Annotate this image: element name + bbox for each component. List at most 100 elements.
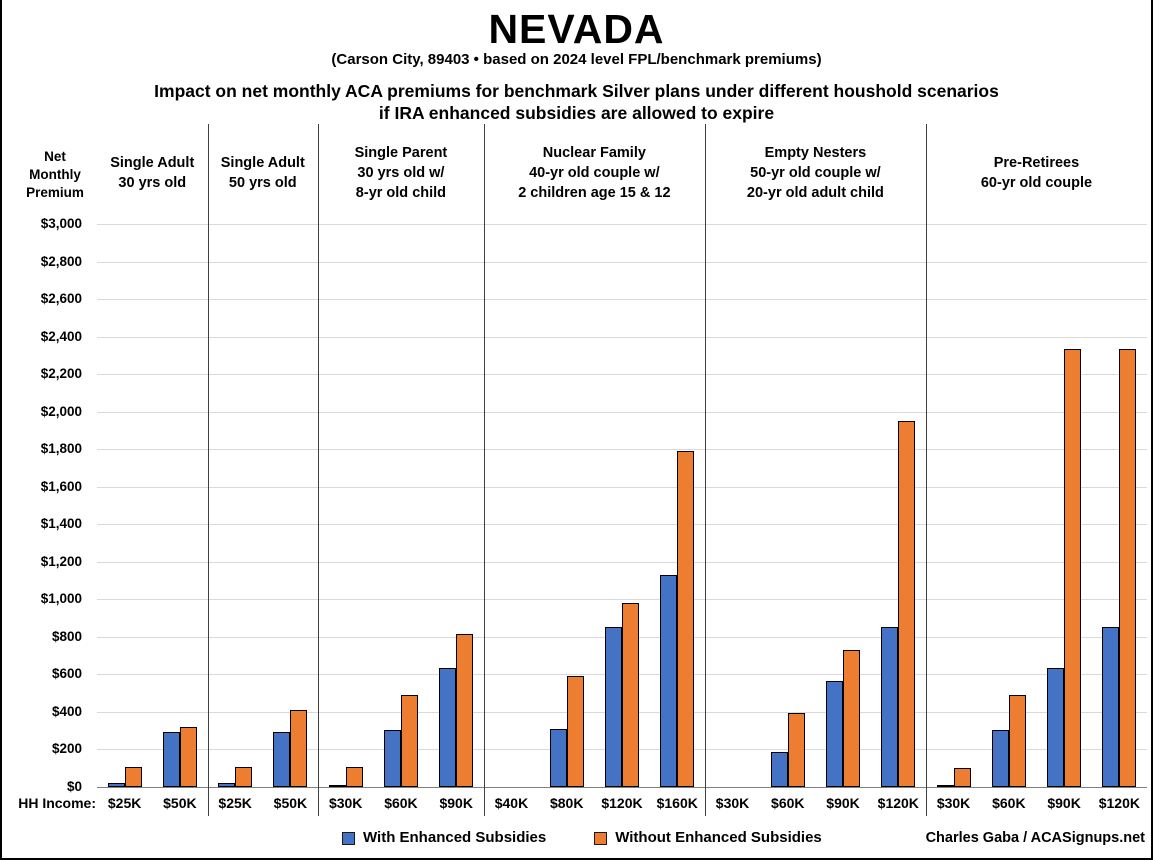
group-divider bbox=[925, 124, 927, 816]
y-gridline bbox=[97, 524, 1147, 526]
y-tick-label: $3,000 bbox=[40, 216, 82, 231]
income-tick-label: $30K bbox=[715, 795, 750, 811]
bar-without-subsidies bbox=[124, 767, 142, 787]
bar-without-subsidies bbox=[456, 634, 474, 787]
income-tick-label: $160K bbox=[656, 795, 698, 811]
legend-item-with-subsidies: With Enhanced Subsidies bbox=[342, 828, 546, 848]
chart-heading-line1: Impact on net monthly ACA premiums for b… bbox=[154, 81, 999, 101]
bar-with-subsidies bbox=[660, 574, 678, 787]
income-tick-label: $25K bbox=[218, 795, 252, 811]
y-gridline bbox=[97, 374, 1147, 376]
y-tick-label: $2,000 bbox=[40, 403, 82, 419]
bar-with-subsidies bbox=[991, 729, 1009, 787]
income-tick-label: $60K bbox=[771, 795, 805, 811]
y-tick-label: $2,400 bbox=[40, 328, 82, 344]
y-tick-label: $2,800 bbox=[40, 253, 82, 269]
y-gridline bbox=[97, 561, 1147, 563]
bar-with-subsidies bbox=[605, 627, 622, 787]
bar-without-subsidies bbox=[953, 768, 971, 787]
income-tick-label: $40K bbox=[494, 795, 529, 811]
y-tick-label: $2,200 bbox=[40, 366, 82, 382]
bar-with-subsidies bbox=[1047, 667, 1065, 787]
income-tick-label: $25K bbox=[107, 795, 142, 811]
y-gridline bbox=[97, 336, 1147, 338]
bar-with-subsidies bbox=[162, 731, 180, 787]
bar-with-subsidies bbox=[383, 729, 401, 787]
y-tick-label: $600 bbox=[51, 666, 82, 682]
bar-without-subsidies bbox=[1119, 348, 1137, 787]
bar-without-subsidies bbox=[1008, 695, 1026, 787]
group-header: Empty Nesters 50-yr old couple w/ 20-yr … bbox=[746, 145, 884, 201]
page-subtitle: (Carson City, 89403 • based on 2024 leve… bbox=[331, 51, 822, 68]
y-gridline bbox=[97, 449, 1147, 451]
bar-without-subsidies bbox=[622, 603, 639, 787]
chart-heading-line2: if IRA enhanced subsidies are allowed to… bbox=[378, 103, 775, 123]
group-divider bbox=[483, 124, 485, 816]
group-divider bbox=[207, 124, 209, 816]
y-tick-label: $2,600 bbox=[40, 291, 82, 307]
y-tick-label: $0 bbox=[66, 779, 82, 794]
income-tick-label: $80K bbox=[549, 795, 584, 811]
group-header: Single Parent 30 yrs old w/ 8-yr old chi… bbox=[354, 145, 448, 201]
bar-with-subsidies bbox=[1102, 627, 1120, 787]
legend: With Enhanced Subsidies Without Enhanced… bbox=[342, 828, 822, 848]
income-tick-label: $120K bbox=[1098, 795, 1140, 811]
bar-without-subsidies bbox=[787, 712, 805, 787]
y-gridline bbox=[97, 411, 1147, 413]
legend-label-with: With Enhanced Subsidies bbox=[363, 829, 547, 846]
group-header: Pre-Retirees 60-yr old couple bbox=[980, 155, 1093, 191]
bar-without-subsidies bbox=[345, 767, 363, 787]
bar-without-subsidies bbox=[677, 451, 695, 787]
y-tick-label: $800 bbox=[51, 628, 82, 644]
legend-swatch-with bbox=[342, 831, 355, 845]
y-tick-label: $400 bbox=[51, 703, 82, 719]
x-axis-title: HH Income: bbox=[18, 795, 96, 811]
bar-without-subsidies bbox=[843, 650, 861, 787]
legend-item-without-subsidies: Without Enhanced Subsidies bbox=[594, 828, 822, 848]
credit-attribution: Charles Gaba / ACASignups.net bbox=[925, 830, 1145, 846]
bar-without-subsidies bbox=[290, 710, 308, 787]
bar-without-subsidies bbox=[400, 695, 418, 787]
bar-with-subsidies bbox=[549, 728, 567, 787]
income-tick-label: $90K bbox=[1047, 795, 1081, 811]
bar-without-subsidies bbox=[179, 726, 197, 787]
bar-without-subsidies bbox=[566, 676, 584, 787]
y-tick-label: $1,200 bbox=[40, 553, 82, 569]
income-tick-label: $120K bbox=[601, 795, 643, 811]
bar-with-subsidies bbox=[218, 783, 236, 787]
y-gridline bbox=[97, 486, 1147, 488]
income-tick-label: $60K bbox=[384, 795, 418, 811]
income-tick-label: $30K bbox=[936, 795, 971, 811]
bar-with-subsidies bbox=[936, 785, 954, 787]
y-gridline bbox=[97, 599, 1147, 601]
income-tick-label: $50K bbox=[273, 795, 308, 811]
y-axis-title: Net Monthly Premium bbox=[26, 149, 84, 201]
group-header: Single Adult 30 yrs old bbox=[110, 155, 195, 191]
y-gridline bbox=[97, 224, 1147, 225]
income-tick-label: $90K bbox=[439, 795, 473, 811]
y-tick-label: $1,600 bbox=[40, 478, 82, 494]
group-divider bbox=[318, 124, 320, 816]
y-gridline bbox=[97, 299, 1147, 301]
bar-with-subsidies bbox=[328, 785, 346, 787]
legend-label-without: Without Enhanced Subsidies bbox=[615, 829, 822, 846]
income-tick-label: $50K bbox=[163, 795, 197, 811]
y-tick-label: $1,400 bbox=[40, 516, 82, 532]
y-tick-label: $1,800 bbox=[40, 441, 82, 457]
group-divider bbox=[704, 124, 706, 816]
x-axis-line bbox=[97, 787, 1147, 788]
bar-with-subsidies bbox=[107, 783, 125, 787]
bar-with-subsidies bbox=[826, 680, 844, 787]
bar-without-subsidies bbox=[898, 421, 916, 787]
bar-with-subsidies bbox=[881, 627, 899, 787]
legend-swatch-without bbox=[594, 831, 608, 845]
bar-without-subsidies bbox=[1064, 348, 1082, 787]
group-header: Single Adult 50 yrs old bbox=[220, 155, 305, 191]
y-tick-label: $1,000 bbox=[40, 591, 82, 607]
income-tick-label: $30K bbox=[328, 795, 363, 811]
page-title: NEVADA bbox=[488, 6, 665, 52]
bar-without-subsidies bbox=[235, 767, 253, 787]
income-tick-label: $120K bbox=[877, 795, 919, 811]
bar-with-subsidies bbox=[439, 667, 457, 787]
